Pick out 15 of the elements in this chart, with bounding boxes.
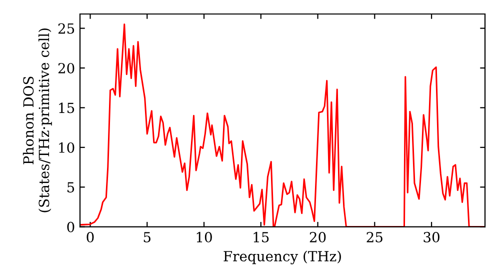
- x-tick-label: 20: [310, 232, 326, 242]
- x-tick-label: 15: [254, 232, 269, 242]
- y-tick-label: 20: [58, 62, 74, 74]
- x-tick-label: 10: [196, 232, 212, 242]
- y-tick-label: 15: [59, 102, 74, 114]
- x-tick-label: 25: [366, 232, 382, 242]
- x-tick-label: 5: [144, 232, 150, 242]
- y-axis-title: Phonon DOS (States/THz·primitive cell): [22, 28, 52, 212]
- y-tick-label: 0: [67, 222, 74, 232]
- x-axis-title: Frequency (THz): [224, 250, 341, 264]
- y-tick-label: 25: [58, 23, 74, 34]
- y-tick-label: 10: [59, 142, 74, 153]
- x-tick-label: 30: [424, 232, 440, 242]
- x-tick-label: 0: [86, 232, 94, 242]
- y-tick-label: 5: [67, 182, 74, 193]
